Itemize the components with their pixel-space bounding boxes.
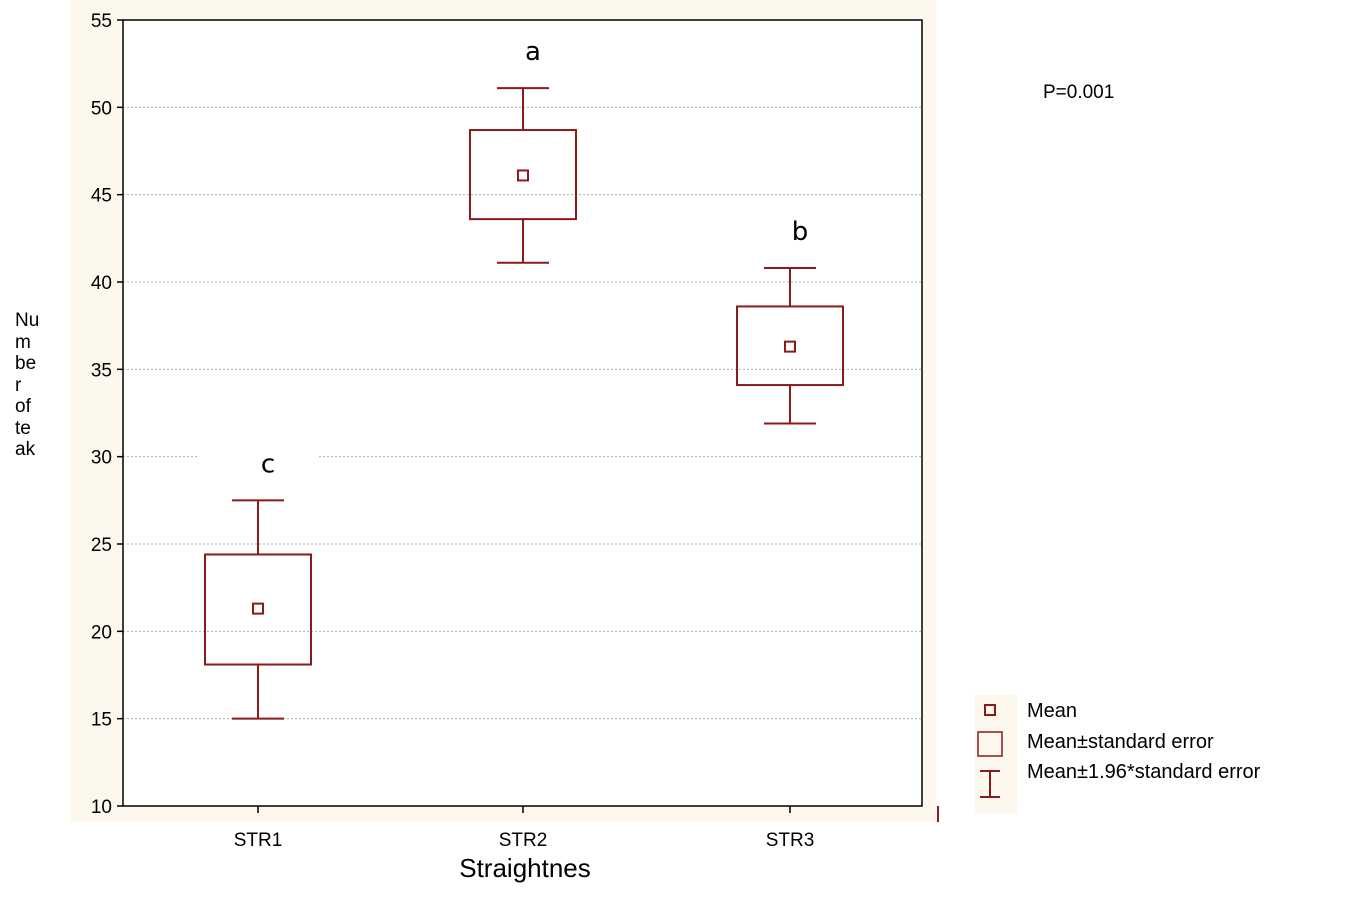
y-axis-label: Nu m be r of te ak bbox=[15, 310, 45, 461]
y-axis-label-line: te bbox=[15, 417, 31, 439]
letter-background bbox=[730, 210, 850, 251]
legend-se-swatch bbox=[977, 731, 1003, 757]
y-axis-label-line: Nu bbox=[15, 310, 40, 331]
plot-area bbox=[123, 20, 922, 806]
legend-entry: Mean bbox=[1027, 700, 1077, 722]
y-tick-label: 45 bbox=[91, 186, 112, 207]
y-axis-label-line: of bbox=[15, 396, 31, 417]
mean-marker bbox=[517, 169, 529, 182]
y-axis-label-line: ak bbox=[15, 439, 36, 460]
y-tick-label: 10 bbox=[91, 797, 112, 818]
chart-background bbox=[70, 0, 1017, 822]
y-axis-label-line: m bbox=[15, 331, 31, 353]
boxes: c a b bbox=[198, 30, 850, 720]
x-axis-label: Straightnes bbox=[459, 853, 591, 883]
box-str2: a bbox=[463, 30, 583, 264]
y-tick-label: 40 bbox=[91, 273, 112, 294]
legend-mean-swatch bbox=[984, 704, 996, 716]
y-tick-label: 30 bbox=[91, 448, 112, 469]
significance-letter: a bbox=[525, 37, 541, 67]
box-str3: b bbox=[730, 210, 850, 425]
y-tick-label: 20 bbox=[91, 622, 112, 643]
y-tick-label: 50 bbox=[91, 98, 112, 119]
box-str1: c bbox=[198, 442, 318, 720]
p-value-annotation: P=0.001 bbox=[1043, 82, 1114, 103]
significance-letter: b bbox=[792, 217, 809, 247]
significance-letter: c bbox=[261, 449, 275, 479]
mean-marker bbox=[252, 602, 264, 615]
legend-entry: Mean±1.96*standard error bbox=[1027, 761, 1261, 783]
x-tick-label: STR1 bbox=[234, 830, 283, 851]
y-tick-label: 25 bbox=[91, 535, 112, 556]
y-tick-label: 55 bbox=[91, 11, 112, 32]
x-tick-label: STR3 bbox=[766, 830, 815, 851]
axes: 10 15 20 25 30 35 40 45 50 55 STR1 STR2 STR3 bbox=[91, 11, 939, 851]
legend-entry: Mean±standard error bbox=[1027, 731, 1214, 753]
letter-background bbox=[198, 442, 318, 483]
mean-marker bbox=[784, 340, 796, 353]
letter-background bbox=[463, 30, 583, 71]
y-tick-label: 15 bbox=[91, 710, 112, 731]
x-tick-label: STR2 bbox=[499, 830, 548, 851]
se-box bbox=[469, 129, 577, 221]
y-axis-label-line: r bbox=[15, 374, 22, 396]
legend: Mean Mean±standard error Mean±1.96*standar… bbox=[977, 700, 1261, 798]
y-tick-label: 35 bbox=[91, 360, 112, 381]
y-axis-label-line: be bbox=[15, 353, 37, 374]
se-box bbox=[204, 553, 312, 666]
se-box bbox=[736, 305, 844, 387]
